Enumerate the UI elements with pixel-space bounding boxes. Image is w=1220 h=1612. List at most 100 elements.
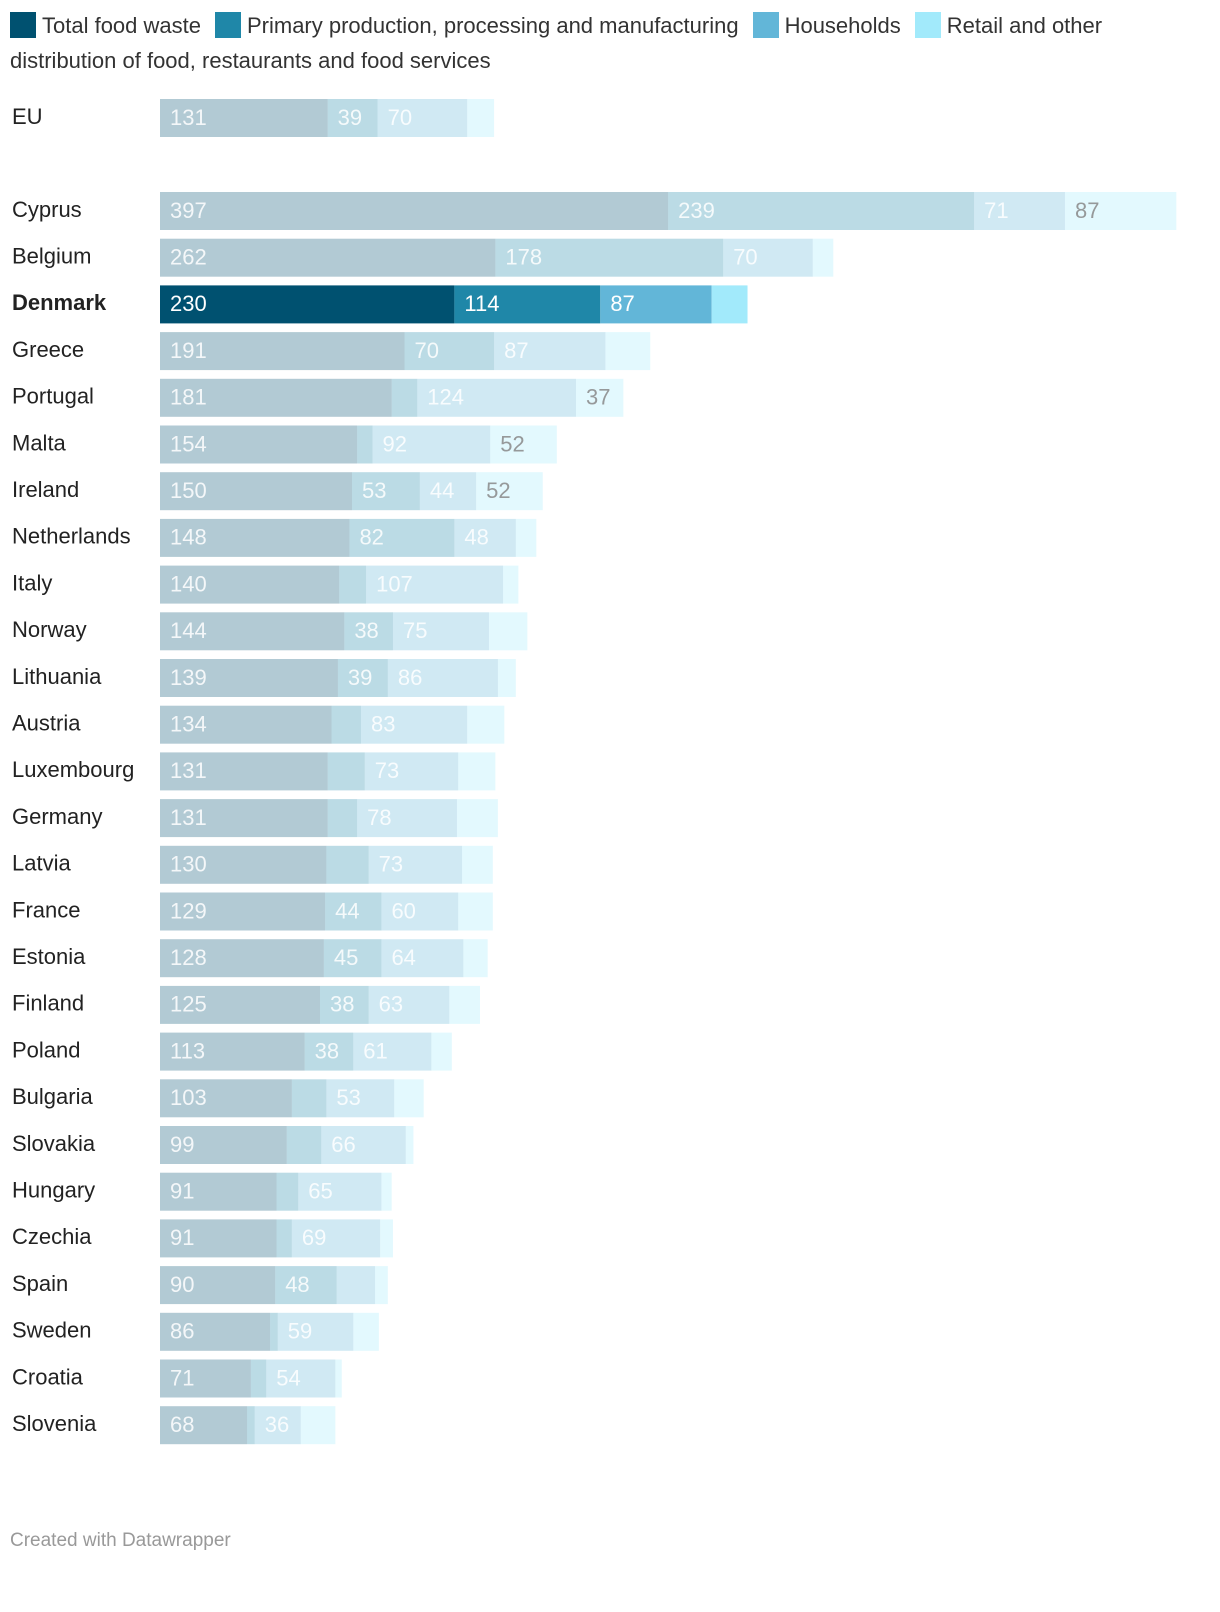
value-label: 71 [984,198,1008,223]
bar-segment [490,425,557,464]
value-label: 69 [302,1225,326,1250]
value-label: 73 [375,758,399,783]
value-label: 65 [308,1179,332,1204]
category-label: Portugal [12,384,94,409]
value-label: 54 [276,1365,300,1390]
value-label: 129 [170,898,207,923]
bar-segment [331,705,361,744]
value-label: 64 [391,945,415,970]
bar-segment [357,425,373,464]
value-label: 44 [430,478,454,503]
value-label: 53 [336,1085,360,1110]
bar-segment [326,845,369,884]
value-label: 68 [170,1412,194,1437]
bar-segment [366,565,504,604]
value-label: 134 [170,712,207,737]
bar-segment [449,985,480,1024]
value-label: 239 [678,198,715,223]
bar-segment [160,612,345,651]
value-label: 38 [354,618,378,643]
value-label: 91 [170,1179,194,1204]
legend-label: Total food waste [42,13,201,38]
value-label: 63 [379,992,403,1017]
category-label: Slovakia [12,1131,96,1156]
bar-segment [339,565,367,604]
category-label: Finland [12,991,84,1016]
value-label: 139 [170,665,207,690]
legend-swatch [214,12,241,38]
bar-segment [368,985,450,1024]
bar-segment [381,892,459,931]
category-label: Denmark [12,290,107,315]
category-label: Ireland [12,477,79,502]
category-label: Belgium [12,244,91,269]
bar-segment [321,1126,406,1164]
bar-segment [417,378,576,417]
bar-segment [160,238,496,277]
value-label: 70 [414,338,438,363]
category-label: Norway [12,617,87,642]
bar-segment [304,1032,354,1071]
category-label: Bulgaria [12,1084,93,1109]
value-label: 38 [330,992,354,1017]
bar-segment [250,1359,267,1398]
bar-segment [467,705,505,744]
value-label: 38 [315,1038,339,1063]
value-label: 39 [348,665,372,690]
bar-segment [381,1172,392,1211]
value-label: 70 [388,105,412,130]
bar-segment [364,752,459,791]
value-label: 154 [170,431,207,456]
bar-segment [160,565,340,604]
value-label: 53 [362,478,386,503]
category-label: Hungary [12,1178,95,1203]
bar-segment [381,939,464,978]
value-label: 397 [170,198,207,223]
bar-segment [160,939,324,978]
bar-segment [160,192,669,230]
bar-segment [337,659,388,697]
bar-segment [335,1359,342,1398]
category-label: Czechia [12,1224,92,1249]
bar-segment [392,612,489,651]
value-label: 262 [170,245,207,270]
bar-segment [160,659,338,697]
bar-segment [462,845,493,884]
bar-segment [495,238,724,277]
bar-segment [391,378,418,417]
value-label: 124 [427,385,464,410]
category-label: Sweden [12,1318,92,1343]
bar-segment [454,518,516,557]
value-label: 131 [170,105,207,130]
value-label: 37 [586,385,610,410]
bar-segment [353,1312,379,1351]
value-label: 140 [170,571,207,596]
bar-segment [380,1219,393,1258]
legend-swatch [752,12,779,38]
value-label: 144 [170,618,207,643]
category-label: Netherlands [12,524,131,549]
bar-segment [160,1172,277,1211]
value-label: 87 [1075,198,1099,223]
footer: Created with Datawrapper [10,1530,231,1551]
bar-segment [323,939,382,978]
bar-segment [515,518,537,557]
bar-segment [277,1312,354,1351]
bar-segment [503,565,519,604]
category-label: Slovenia [12,1411,97,1436]
legend-item: Primary production, processing and manuf… [214,12,739,38]
value-label: 71 [170,1365,194,1390]
value-label: 73 [379,852,403,877]
category-label: Luxembourg [12,757,134,782]
bar-segment [353,1032,432,1071]
value-label: 44 [335,898,359,923]
bar-segment [605,332,651,371]
bar-segment [387,659,498,697]
bar-segment [160,799,328,838]
bar-segment [160,378,392,417]
bar-segment [160,1312,271,1351]
bar-segment [291,1079,327,1118]
category-label: Estonia [12,944,86,969]
bar-segment [974,192,1065,230]
bar-segment [488,612,528,651]
